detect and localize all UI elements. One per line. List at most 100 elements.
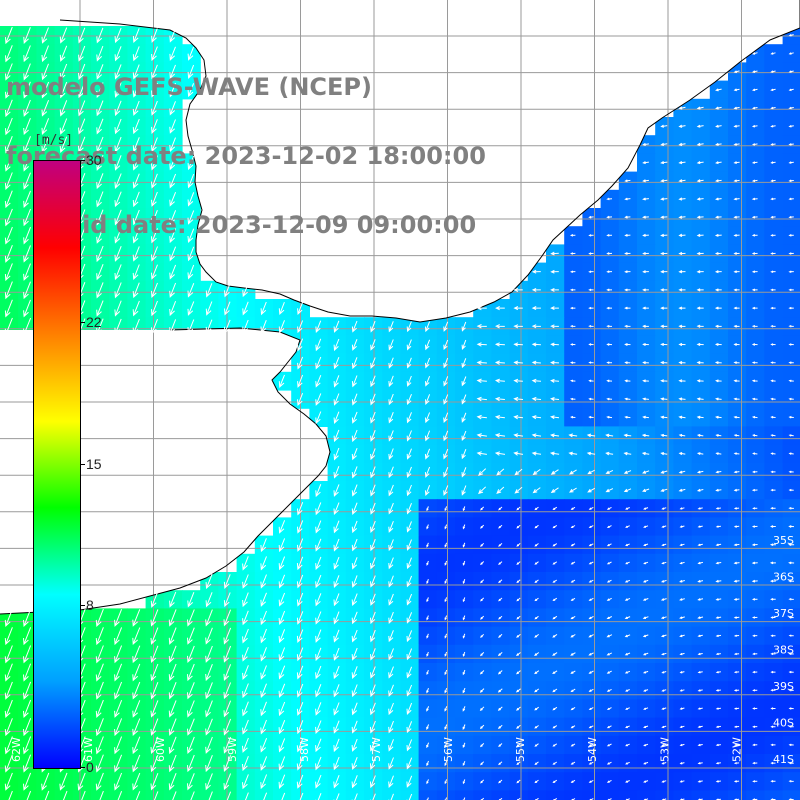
wind-arrow <box>315 665 322 680</box>
wind-arrow <box>588 670 594 674</box>
wind-arrow <box>770 361 776 364</box>
wind-arrow <box>770 343 776 346</box>
wind-arrow <box>77 772 86 791</box>
wind-arrow <box>733 252 740 255</box>
wind-arrow <box>388 593 394 606</box>
wind-arrow <box>788 780 794 783</box>
wind-arrow <box>515 670 521 675</box>
wind-arrow <box>444 651 448 657</box>
wind-speed-cell <box>618 790 638 800</box>
wind-arrow <box>5 99 13 118</box>
wind-arrow <box>23 718 32 737</box>
wind-arrow <box>733 725 740 728</box>
wind-arrow <box>588 506 594 510</box>
wind-arrow <box>297 374 304 388</box>
wind-arrow <box>770 234 776 237</box>
wind-speed-cell <box>127 790 147 800</box>
wind-arrow <box>187 301 195 316</box>
wind-arrow <box>624 288 631 292</box>
wind-arrow <box>733 743 740 747</box>
wind-arrow <box>296 738 304 753</box>
wind-arrow <box>552 597 558 602</box>
wind-arrow <box>552 725 558 729</box>
wind-arrow <box>297 338 304 352</box>
wind-arrow <box>587 469 595 475</box>
wind-arrow <box>23 681 32 700</box>
wind-arrow <box>443 467 449 478</box>
wind-arrow <box>531 378 542 383</box>
wind-arrow <box>514 486 523 494</box>
wind-arrow <box>278 701 286 717</box>
wind-arrow <box>552 779 558 784</box>
wind-arrow <box>678 251 686 256</box>
wind-arrow <box>78 82 86 99</box>
wind-arrow <box>23 136 31 154</box>
wind-arrow <box>678 452 686 456</box>
wind-arrow <box>570 270 576 273</box>
wind-arrow <box>770 780 776 783</box>
wind-arrow <box>370 375 376 388</box>
wind-arrow <box>78 63 86 80</box>
wind-arrow <box>696 397 704 401</box>
wind-arrow <box>59 63 68 81</box>
wind-speed-cell <box>54 790 74 800</box>
wind-arrow <box>23 772 32 791</box>
wind-arrow <box>623 433 632 438</box>
wind-speed-cell <box>728 790 747 800</box>
wind-arrow <box>642 342 649 347</box>
wind-arrow <box>424 448 431 460</box>
wind-arrow <box>370 648 376 661</box>
wind-arrow <box>751 324 758 328</box>
wind-arrow <box>770 106 776 110</box>
wind-arrow <box>187 773 195 791</box>
wind-arrow <box>715 488 722 492</box>
wind-arrow <box>333 357 340 370</box>
wind-arrow <box>169 28 176 43</box>
wind-arrow <box>351 757 358 771</box>
wind-arrow <box>552 524 558 529</box>
wind-arrow <box>151 173 158 189</box>
wind-arrow <box>769 561 776 565</box>
wind-arrow <box>623 451 632 456</box>
wind-arrow <box>351 611 358 625</box>
wind-arrow <box>661 689 667 692</box>
wind-arrow <box>388 502 394 515</box>
wind-arrow <box>733 415 740 419</box>
wind-arrow <box>480 597 485 602</box>
wind-speed-cell <box>782 790 800 800</box>
wind-arrow <box>479 706 485 712</box>
wind-arrow <box>605 433 614 438</box>
wind-arrow <box>788 325 794 328</box>
wind-arrow <box>388 393 394 406</box>
wind-arrow <box>443 376 449 387</box>
wind-arrow <box>569 487 577 493</box>
wind-arrow <box>624 197 631 201</box>
wind-arrow <box>205 664 213 682</box>
wind-speed-cell <box>400 790 420 800</box>
wind-arrow <box>406 775 413 788</box>
wind-arrow <box>151 64 158 80</box>
wind-arrow <box>605 469 614 474</box>
wind-arrow <box>424 466 431 478</box>
wind-arrow <box>4 208 13 227</box>
wind-arrow <box>260 683 267 698</box>
wind-arrow <box>351 647 358 661</box>
wind-arrow <box>751 415 758 419</box>
wind-arrow <box>588 561 594 565</box>
wind-arrow <box>132 282 140 299</box>
wind-arrow <box>297 393 304 407</box>
longitude-label: 61W <box>82 737 95 762</box>
wind-arrow <box>751 379 758 383</box>
wind-arrow <box>733 179 740 183</box>
wind-arrow <box>205 283 213 298</box>
wind-arrow <box>534 597 539 602</box>
wind-arrow <box>260 756 268 771</box>
wind-arrow <box>606 397 613 401</box>
wind-arrow <box>187 682 195 700</box>
wind-arrow <box>114 282 122 299</box>
wind-arrow <box>498 761 503 766</box>
wind-arrow <box>96 227 104 244</box>
wind-arrow <box>661 743 667 747</box>
wind-arrow <box>333 593 340 607</box>
wind-arrow <box>642 616 649 619</box>
